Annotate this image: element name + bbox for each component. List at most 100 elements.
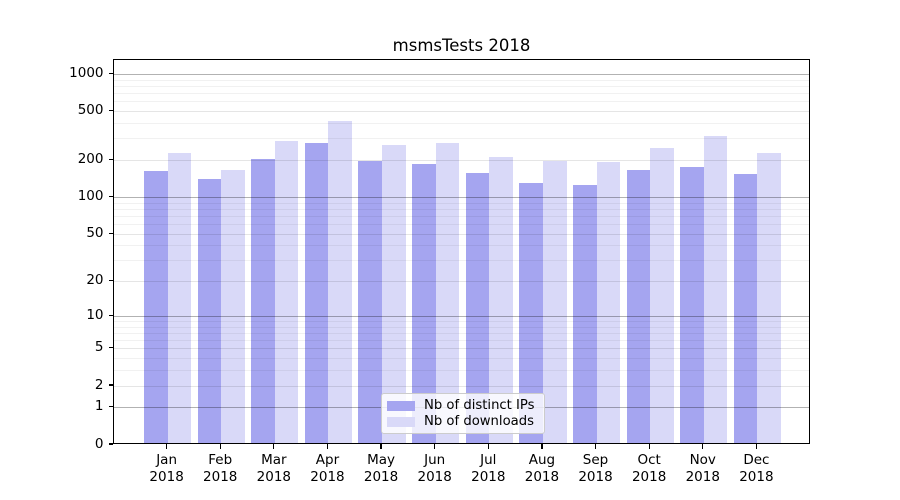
x-tick-mark [326, 444, 329, 449]
gridline [114, 215, 809, 217]
y-tick-label: 200 [77, 151, 104, 168]
bar-ips [572, 184, 597, 443]
gridline [114, 101, 809, 103]
y-tick-label: 5 [94, 339, 104, 356]
gridline [114, 315, 809, 317]
x-tick-label: Aug 2018 [524, 452, 560, 485]
y-tick-mark [108, 72, 113, 75]
bar-downloads [542, 160, 567, 443]
bar-ips [733, 173, 758, 443]
legend-item-distinct-ips: Nb of distinct IPs [387, 398, 537, 413]
bar-ips [412, 164, 436, 443]
y-tick-mark [108, 347, 113, 349]
gridline [114, 348, 809, 350]
x-tick-label: Dec 2018 [739, 452, 774, 485]
gridline [114, 208, 809, 210]
bar-downloads [489, 156, 513, 443]
bar-ips [304, 142, 329, 443]
bar-downloads [757, 153, 781, 443]
bar-ips [251, 158, 275, 443]
gridline [114, 321, 809, 322]
bar-ips [358, 161, 383, 443]
y-tick-mark [108, 109, 113, 112]
bar-downloads [328, 120, 353, 443]
x-tick-mark [487, 444, 489, 449]
y-tick-mark [108, 314, 113, 316]
x-tick-label: Mar 2018 [256, 452, 292, 485]
gridline [114, 281, 809, 283]
gridline [114, 160, 809, 162]
gridline [114, 196, 809, 198]
x-tick-mark [219, 444, 221, 449]
x-tick-mark [702, 444, 704, 449]
y-tick-label: 1000 [69, 64, 104, 81]
y-tick-label: 0 [94, 435, 104, 452]
gridline [114, 245, 809, 247]
legend-swatch-ips [387, 400, 415, 411]
bar-downloads [650, 147, 674, 443]
gridline [114, 385, 809, 387]
x-tick-label: Feb 2018 [203, 452, 238, 485]
x-tick-label: Apr 2018 [310, 452, 345, 485]
legend-label-downloads: Nb of downloads [424, 414, 534, 429]
bar-downloads [167, 153, 192, 443]
x-tick-label: Jul 2018 [471, 452, 506, 485]
gridline [114, 111, 809, 113]
gridline [114, 340, 809, 342]
x-tick-mark [648, 444, 650, 449]
x-tick-mark [273, 444, 275, 449]
bar-ips [626, 169, 651, 443]
y-tick-label: 2 [94, 376, 104, 393]
bar-downloads [435, 143, 460, 443]
y-tick-mark [108, 195, 113, 198]
y-tick-mark [108, 406, 113, 408]
gridline [114, 123, 809, 125]
x-tick-mark [166, 444, 168, 449]
x-tick-label: Sep 2018 [578, 452, 613, 485]
legend: Nb of distinct IPs Nb of downloads [381, 393, 545, 434]
x-tick-label: Jan 2018 [149, 452, 184, 485]
bar-ips [680, 167, 704, 443]
x-tick-label: Nov 2018 [685, 452, 720, 485]
x-tick-label: May 2018 [363, 452, 399, 485]
y-tick-label: 1 [94, 398, 104, 415]
chart-title: msmsTests 2018 [392, 36, 531, 55]
gridline [114, 85, 809, 87]
gridline [114, 224, 809, 226]
bar-ips [465, 173, 490, 443]
bar-ips [144, 171, 168, 443]
gridline [114, 73, 809, 75]
y-tick-mark [108, 232, 113, 234]
x-tick-mark [594, 444, 597, 449]
bar-downloads [596, 162, 621, 443]
y-tick-mark [108, 280, 113, 282]
y-tick-label: 100 [77, 187, 104, 204]
y-tick-mark [108, 443, 113, 445]
y-tick-mark [108, 384, 113, 386]
bar-downloads [274, 141, 299, 443]
gridline [114, 79, 809, 81]
x-tick-mark [434, 444, 436, 449]
x-tick-mark [541, 444, 543, 449]
plot-area [113, 59, 810, 444]
gridline [114, 370, 809, 372]
bar-downloads [382, 144, 406, 443]
x-tick-label: Jun 2018 [417, 452, 452, 485]
gridline [114, 260, 809, 262]
gridline [114, 138, 809, 140]
y-tick-label: 10 [86, 306, 104, 323]
x-tick-mark [755, 444, 757, 449]
bar-ips [519, 183, 543, 443]
y-tick-mark [108, 158, 113, 161]
bar-ips [197, 179, 222, 443]
gridline [114, 358, 809, 360]
gridline [114, 93, 809, 95]
x-tick-label: Oct 2018 [631, 452, 667, 485]
legend-label-ips: Nb of distinct IPs [424, 398, 535, 413]
legend-swatch-downloads [387, 416, 415, 427]
y-tick-label: 20 [86, 272, 104, 289]
gridline [114, 332, 809, 334]
y-tick-label: 50 [86, 224, 104, 241]
gridline [114, 202, 809, 204]
